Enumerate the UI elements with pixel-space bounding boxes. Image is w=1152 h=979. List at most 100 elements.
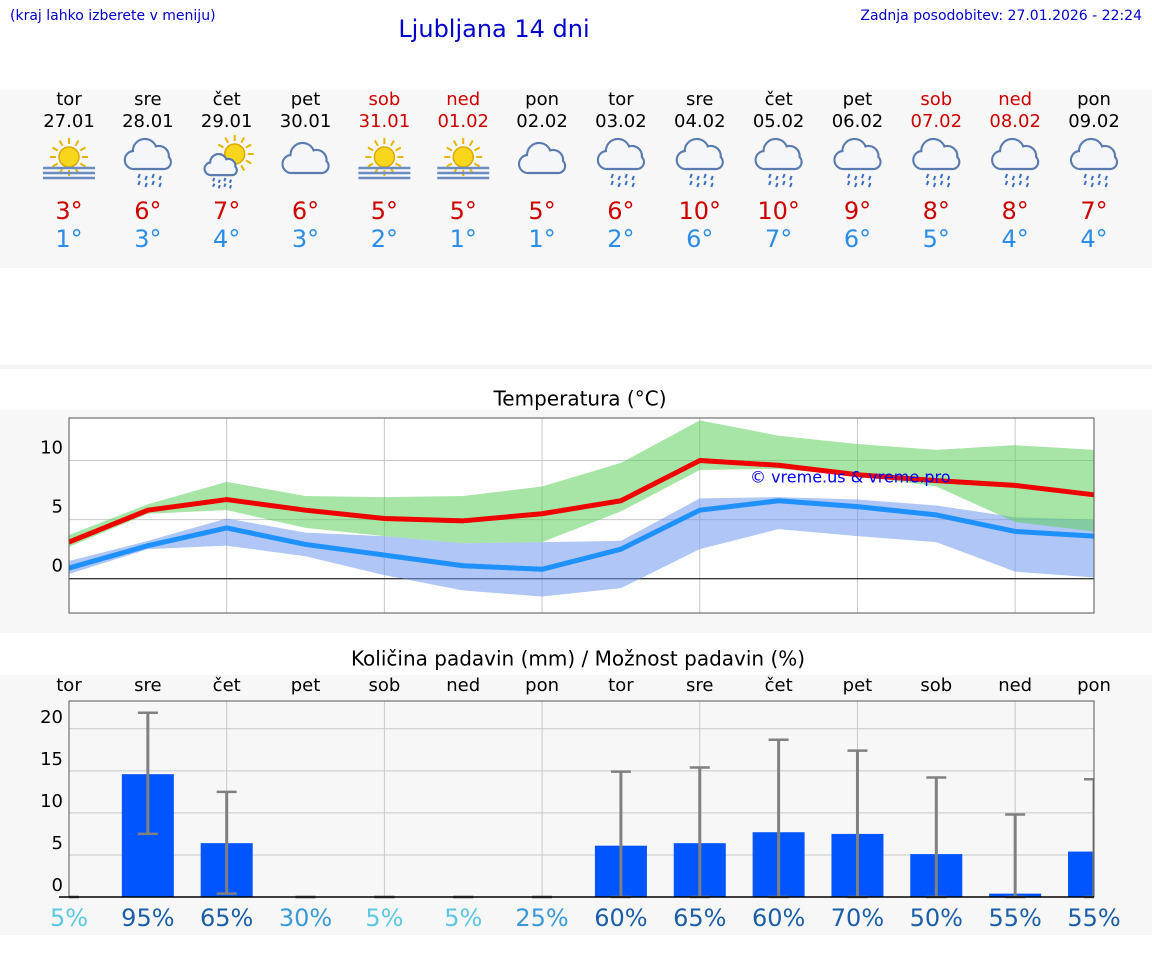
raindrop [689, 173, 693, 179]
rain-probability: 55% [1067, 904, 1120, 932]
range-band [69, 420, 1094, 547]
raindrop [932, 182, 937, 188]
x-tick-label: čet [765, 675, 793, 696]
weather-icon [203, 135, 254, 189]
raindrop [228, 179, 233, 184]
day-name: sob [920, 89, 952, 110]
x-tick-label: pet [843, 675, 873, 696]
day-name: pet [291, 89, 321, 110]
weather-icon [912, 137, 961, 188]
y-tick-label: 10 [40, 438, 63, 459]
raindrop [1083, 173, 1087, 179]
max-temp: 6° [607, 197, 634, 225]
day-name: ned [998, 89, 1032, 110]
chart-title: Količina padavin (mm) / Možnost padavin … [351, 647, 805, 671]
raindrop [610, 173, 614, 179]
raindrop [1025, 182, 1030, 188]
min-temp: 4° [1002, 225, 1029, 253]
raindrop [1083, 180, 1087, 186]
sun-ray [395, 162, 402, 168]
min-temp: 1° [528, 225, 555, 253]
raindrop [703, 173, 707, 179]
raindrop [151, 180, 155, 186]
rain-probability: 70% [831, 904, 884, 932]
max-temp: 10° [757, 197, 800, 225]
rain-probability: 5% [444, 904, 482, 932]
x-tick-label: tor [608, 675, 634, 696]
rain-probability: 95% [121, 904, 174, 932]
content: tor27.013°1°sre28.016°3°čet29.017°4°pet3… [40, 89, 1121, 932]
raindrop [946, 182, 951, 188]
raindrop [212, 183, 216, 188]
sun [373, 146, 396, 168]
raindrop [854, 175, 858, 181]
y-tick-label: 5 [52, 497, 63, 518]
raindrop [710, 175, 714, 181]
raindrop [151, 173, 155, 179]
y-tick-label: 15 [40, 749, 63, 770]
x-tick-label: pon [1077, 675, 1111, 696]
raindrop [1025, 175, 1030, 181]
weather-icon [358, 138, 411, 180]
raindrop [768, 173, 772, 179]
raindrop [137, 180, 141, 186]
raindrop [1104, 175, 1108, 181]
raindrop [847, 180, 851, 186]
plot-frame [68, 700, 1095, 897]
raindrop [631, 182, 635, 188]
rain-probability: 60% [594, 904, 647, 932]
raindrop [223, 177, 227, 182]
rain-probability: 50% [910, 904, 963, 932]
y-tick-label: 0 [52, 875, 63, 896]
sun-ray [473, 162, 481, 168]
sun [452, 146, 474, 168]
raindrop [212, 177, 216, 182]
weather-icon [991, 137, 1040, 188]
raindrop [932, 175, 937, 181]
max-temp: 7° [213, 197, 240, 225]
raindrop [847, 173, 851, 179]
sun-ray [473, 146, 481, 152]
x-tick-label: tor [56, 675, 82, 696]
raindrop [789, 175, 793, 181]
raindrop [137, 173, 141, 179]
day-date: 28.01 [122, 111, 174, 132]
weather-icon [1069, 137, 1119, 188]
sun-ray [446, 162, 453, 168]
sun-ray [452, 140, 458, 147]
day-date: 03.02 [595, 111, 647, 132]
raindrop [144, 182, 148, 188]
day-date: 07.02 [911, 111, 963, 132]
sun-ray [52, 162, 59, 168]
day-date: 30.01 [280, 111, 332, 132]
min-temp: 4° [1080, 225, 1107, 253]
raindrop [775, 175, 779, 181]
raindrop [782, 180, 786, 186]
rain-probability: 60% [752, 904, 805, 932]
day-name: sob [368, 89, 400, 110]
weather-icon [596, 137, 646, 188]
raindrop [217, 179, 221, 184]
sun-ray [58, 140, 64, 147]
sun-ray [240, 164, 246, 171]
x-tick-label: sre [686, 675, 713, 696]
raindrop [925, 180, 930, 186]
bars [69, 711, 1094, 899]
day-date: 27.01 [43, 111, 95, 132]
chart-title: Temperatura (°C) [492, 387, 666, 411]
day-date: 02.02 [516, 111, 568, 132]
sun-ray [446, 146, 453, 152]
day-name: ned [446, 89, 480, 110]
x-tick-label: sob [368, 675, 400, 696]
max-temp: 10° [678, 197, 721, 225]
max-temp: 8° [923, 197, 950, 225]
day-name: tor [56, 89, 82, 110]
min-temp: 1° [450, 225, 477, 253]
min-temp: 4° [213, 225, 240, 253]
rain-probability: 30% [279, 904, 332, 932]
sun-ray [245, 159, 252, 165]
rain-probability: 5% [365, 904, 403, 932]
sun-ray [79, 146, 86, 152]
sun [58, 146, 80, 168]
sun-ray [217, 143, 224, 149]
